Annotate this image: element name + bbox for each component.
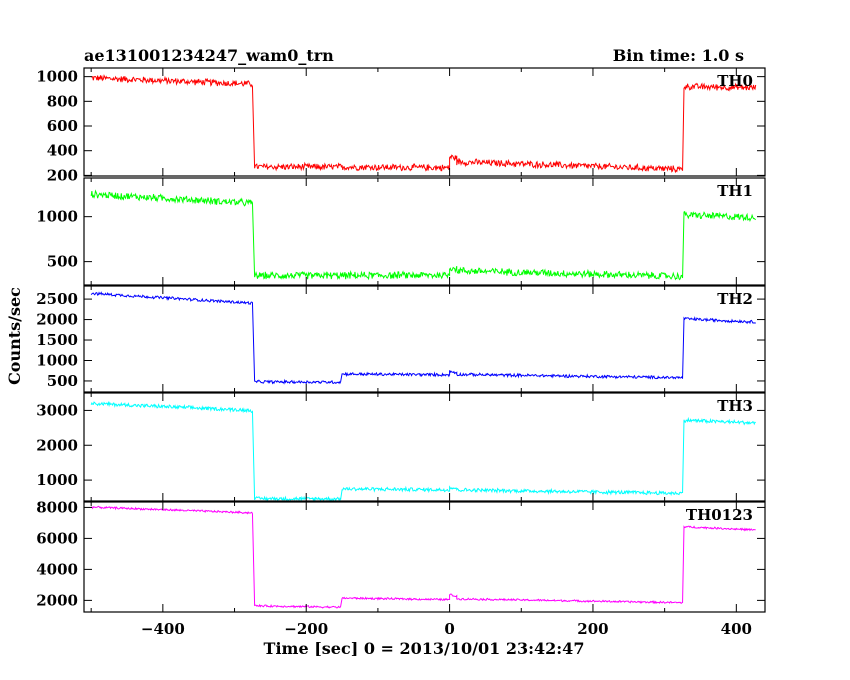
panel-label-th2: TH2: [717, 290, 753, 308]
panel-frame: [83, 67, 766, 177]
y-tick-label: 2000: [36, 591, 78, 609]
x-tick-label: 200: [577, 620, 608, 638]
panel-th2: 500 1000 1500 2000 2500 TH2: [36, 285, 766, 393]
panel-frame: [83, 285, 766, 393]
y-tick-label: 2000: [36, 436, 78, 454]
panels-group: 200 400 600 800 1000 TH0 500 1000 TH1 500 1000 1500…: [36, 67, 766, 638]
y-tick-label: 400: [47, 142, 78, 160]
chart-title: ae131001234247_wam0_trn: [84, 46, 334, 65]
y-tick-label: 1000: [36, 68, 78, 86]
panel-label-th1: TH1: [717, 182, 753, 200]
y-tick-label: 6000: [36, 529, 78, 547]
panel-th3: 1000 2000 3000 TH3: [36, 392, 766, 503]
series-line-th0: [91, 74, 757, 174]
panel-frame: [83, 501, 766, 613]
y-tick-label: 8000: [36, 498, 78, 516]
panel-label-th0123: TH0123: [686, 506, 753, 524]
x-tick-label: −400: [141, 620, 185, 638]
x-tick-label: 0: [444, 620, 454, 638]
panel-th0123: 2000 4000 6000 8000 TH0123: [36, 498, 766, 613]
y-tick-label: 2000: [36, 311, 78, 329]
panel-label-th3: TH3: [717, 397, 753, 415]
y-tick-label: 1000: [36, 208, 78, 226]
panel-th1: 500 1000 TH1: [36, 177, 766, 286]
chart-subtitle: Bin time: 1.0 s: [613, 46, 744, 65]
y-tick-label: 4000: [36, 560, 78, 578]
series-line-th0123: [90, 505, 756, 609]
panel-frame: [83, 177, 766, 286]
x-tick-label: −200: [284, 620, 328, 638]
y-tick-label: 3000: [36, 401, 78, 419]
y-tick-label: 500: [47, 372, 78, 390]
y-tick-label: 1000: [36, 471, 78, 489]
y-tick-label: 1000: [36, 351, 78, 369]
y-tick-label: 1500: [36, 331, 78, 349]
panel-th0: 200 400 600 800 1000 TH0: [36, 67, 766, 184]
y-tick-label: 500: [47, 253, 78, 271]
y-axis-label: Counts/sec: [5, 287, 24, 385]
y-tick-label: 200: [47, 166, 78, 184]
series-line-th3: [90, 400, 756, 503]
series-line-th1: [90, 189, 756, 281]
x-tick-label: 400: [721, 620, 752, 638]
y-tick-label: 600: [47, 117, 78, 135]
series-line-th2: [90, 291, 756, 385]
panel-frame: [83, 392, 766, 502]
y-tick-label: 800: [47, 92, 78, 110]
panel-label-th0: TH0: [717, 72, 753, 90]
x-axis-label: Time [sec] 0 = 2013/10/01 23:42:47: [264, 639, 585, 658]
y-tick-label: 2500: [36, 290, 78, 308]
